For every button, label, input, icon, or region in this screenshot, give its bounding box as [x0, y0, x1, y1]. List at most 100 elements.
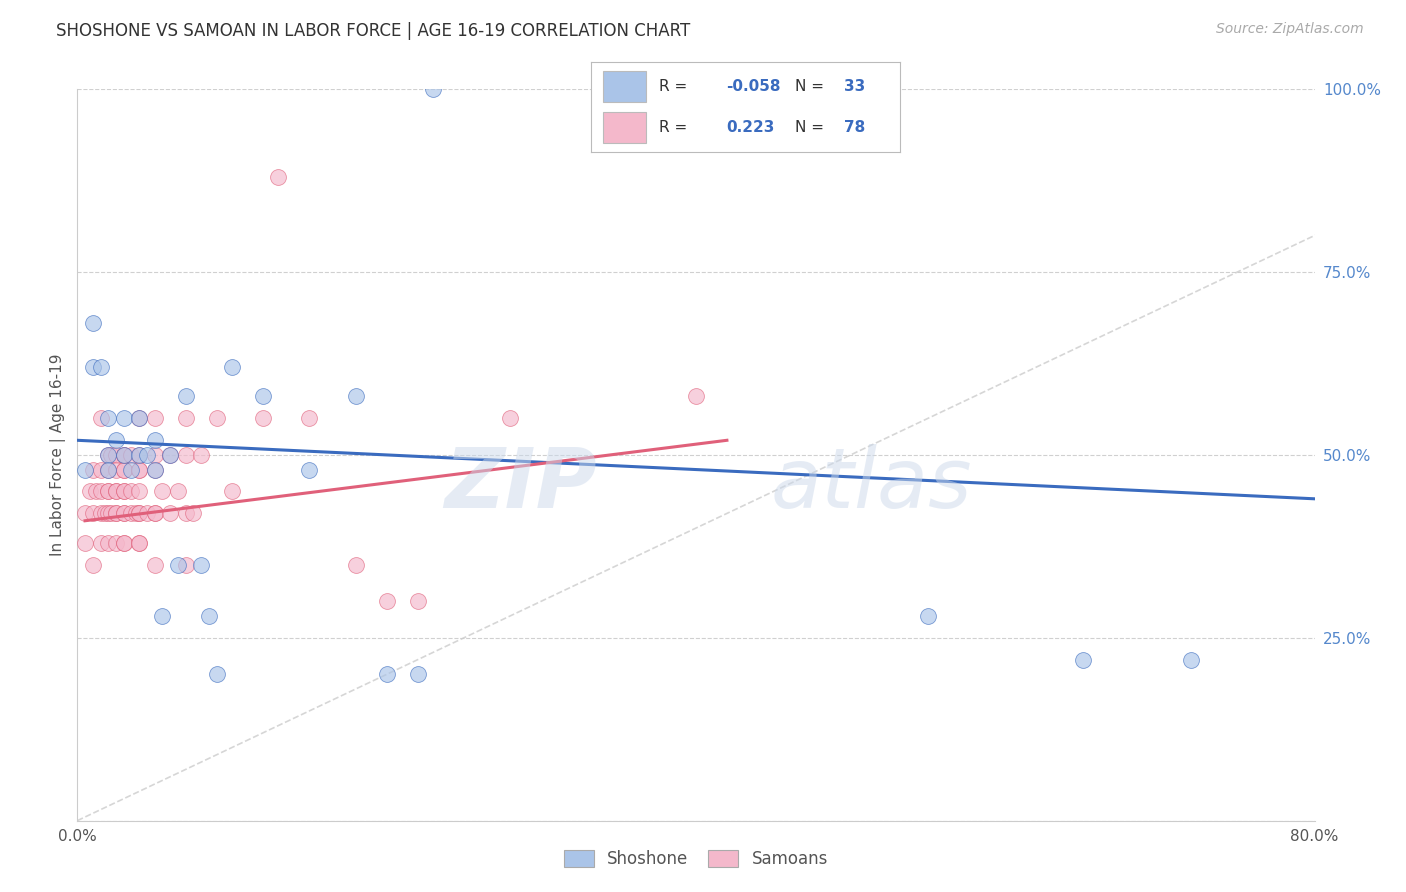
Point: [121, 507, 143, 521]
Point: [375, 667, 398, 681]
Point: [97, 484, 120, 499]
Point: [128, 507, 150, 521]
Point: [298, 411, 321, 425]
Point: [90, 484, 111, 499]
Point: [159, 507, 181, 521]
Point: [174, 448, 197, 462]
Point: [82, 507, 104, 521]
Point: [128, 535, 150, 549]
Point: [143, 507, 166, 521]
Point: [406, 667, 429, 681]
Point: [84, 484, 107, 499]
Point: [190, 558, 212, 572]
Y-axis label: In Labor Force | Age 16-19: In Labor Force | Age 16-19: [51, 353, 66, 557]
Point: [105, 484, 127, 499]
Point: [143, 448, 166, 462]
Point: [1180, 653, 1202, 667]
Point: [190, 448, 212, 462]
Point: [205, 667, 228, 681]
Point: [112, 462, 135, 476]
Point: [112, 507, 135, 521]
Point: [112, 535, 135, 549]
Point: [112, 448, 135, 462]
Point: [422, 82, 444, 96]
Point: [174, 389, 197, 403]
Text: SHOSHONE VS SAMOAN IN LABOR FORCE | AGE 16-19 CORRELATION CHART: SHOSHONE VS SAMOAN IN LABOR FORCE | AGE …: [56, 22, 690, 40]
Point: [143, 411, 166, 425]
Text: 78: 78: [844, 120, 866, 135]
Point: [198, 608, 221, 623]
Point: [128, 507, 150, 521]
Point: [136, 448, 159, 462]
Point: [128, 448, 150, 462]
Point: [1071, 653, 1094, 667]
Point: [105, 507, 127, 521]
Point: [167, 484, 190, 499]
FancyBboxPatch shape: [603, 71, 647, 102]
Point: [105, 507, 127, 521]
Point: [152, 484, 174, 499]
Point: [112, 448, 135, 462]
Point: [499, 411, 522, 425]
Point: [128, 484, 150, 499]
Point: [112, 448, 135, 462]
Text: N =: N =: [794, 120, 824, 135]
Point: [97, 448, 120, 462]
Point: [105, 535, 127, 549]
Point: [252, 389, 274, 403]
Point: [136, 507, 159, 521]
Point: [79, 484, 101, 499]
Point: [112, 507, 135, 521]
Point: [375, 594, 398, 608]
Point: [143, 434, 166, 448]
Point: [406, 594, 429, 608]
Point: [252, 411, 274, 425]
Point: [205, 411, 228, 425]
Point: [221, 360, 243, 375]
Point: [112, 462, 135, 476]
Point: [97, 448, 120, 462]
Point: [125, 507, 148, 521]
Point: [121, 484, 143, 499]
Point: [97, 507, 120, 521]
Point: [97, 462, 120, 476]
Point: [121, 448, 143, 462]
Point: [82, 558, 104, 572]
Point: [174, 558, 197, 572]
Point: [128, 411, 150, 425]
Point: [174, 507, 197, 521]
Text: R =: R =: [658, 120, 686, 135]
Point: [174, 411, 197, 425]
Point: [121, 462, 143, 476]
Point: [128, 411, 150, 425]
Point: [112, 484, 135, 499]
Point: [167, 558, 190, 572]
Point: [143, 462, 166, 476]
Text: ZIP: ZIP: [444, 443, 598, 524]
Point: [97, 484, 120, 499]
Point: [128, 535, 150, 549]
Point: [75, 462, 96, 476]
Text: Source: ZipAtlas.com: Source: ZipAtlas.com: [1216, 22, 1364, 37]
Point: [344, 389, 367, 403]
Point: [97, 462, 120, 476]
Point: [97, 535, 120, 549]
Point: [917, 608, 939, 623]
Point: [112, 411, 135, 425]
Point: [75, 535, 96, 549]
Point: [82, 316, 104, 330]
Point: [100, 448, 122, 462]
Point: [97, 411, 120, 425]
Point: [75, 507, 96, 521]
Point: [143, 507, 166, 521]
Point: [90, 462, 111, 476]
Point: [183, 507, 205, 521]
Point: [112, 535, 135, 549]
Point: [143, 462, 166, 476]
Point: [267, 169, 290, 184]
Text: 33: 33: [844, 79, 866, 94]
Point: [94, 507, 117, 521]
Point: [159, 448, 181, 462]
Point: [82, 462, 104, 476]
Point: [128, 462, 150, 476]
